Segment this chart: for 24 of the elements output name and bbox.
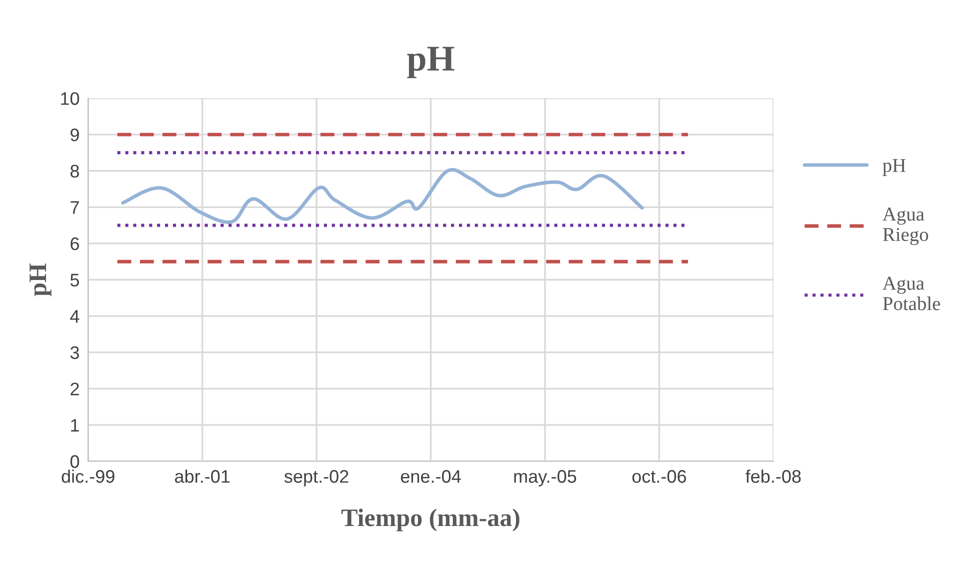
y-tick-label: 10 — [61, 92, 80, 105]
y-tick-label: 8 — [70, 164, 79, 178]
x-tick-label: sept.-02 — [284, 470, 348, 486]
y-tick-label: 4 — [70, 310, 80, 323]
x-axis-title: Tiempo (mm-aa) — [341, 508, 520, 532]
y-tick-label: 2 — [70, 382, 79, 396]
x-tick-label: dic.-99 — [62, 470, 114, 483]
x-tick-label: feb.-08 — [746, 470, 801, 483]
y-tick-label: 7 — [70, 201, 79, 214]
legend-label: pH — [882, 159, 906, 176]
x-tick-label: ene.-04 — [400, 470, 461, 483]
y-tick-label: 3 — [70, 346, 79, 360]
y-axis-title: pH — [30, 263, 52, 296]
legend-label: Agua Potable — [882, 276, 940, 310]
chart-title: pH — [407, 46, 454, 78]
y-tick-label: 1 — [71, 419, 79, 432]
x-tick-label: may.-05 — [514, 470, 576, 486]
y-tick-label: 0 — [70, 455, 80, 468]
y-tick-label: 5 — [70, 274, 80, 286]
y-tick-label: 6 — [70, 237, 79, 250]
x-tick-label: abr.-01 — [174, 470, 230, 483]
x-tick-label: oct.-06 — [632, 470, 686, 483]
legend-label: Agua Riego — [882, 208, 928, 246]
y-tick-label: 9 — [70, 128, 79, 142]
